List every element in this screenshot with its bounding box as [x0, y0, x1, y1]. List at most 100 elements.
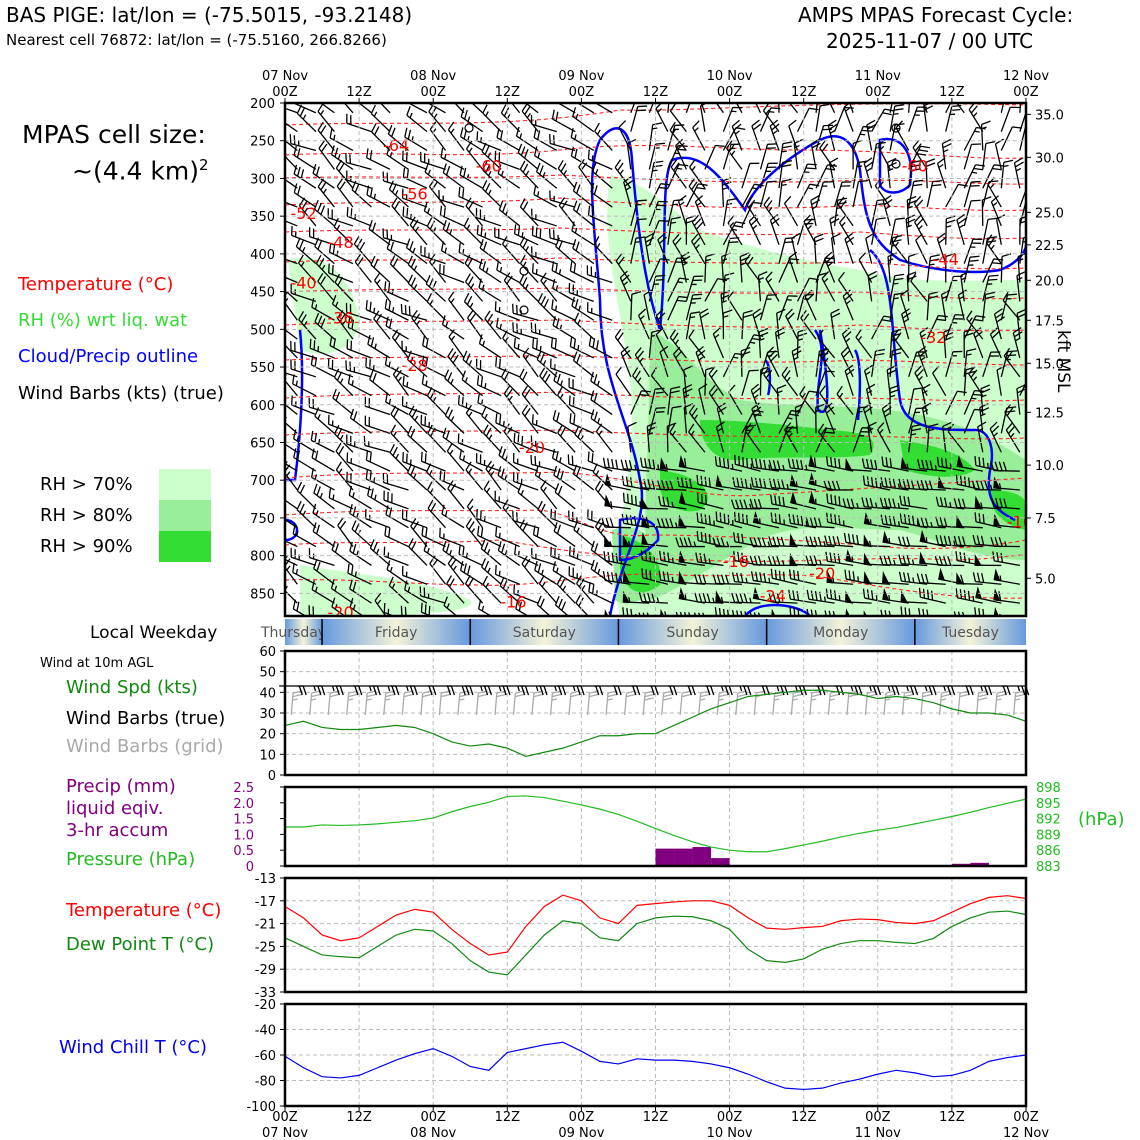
barb-staff — [677, 200, 687, 227]
wind-barb — [667, 405, 682, 434]
barb-full — [388, 576, 394, 586]
barb-full — [552, 316, 556, 326]
wind-barb — [347, 563, 372, 585]
barb-full — [792, 693, 803, 698]
barb-full — [334, 273, 341, 283]
barb-staff — [570, 345, 595, 359]
barb-half — [446, 603, 450, 609]
barb-staff — [552, 287, 576, 302]
barb-full — [353, 411, 358, 421]
barb-full — [574, 312, 580, 322]
barb-full — [316, 486, 321, 496]
barb-full — [590, 371, 594, 382]
barb-staff — [648, 183, 662, 208]
barb-full — [370, 187, 373, 197]
wind-barb — [443, 596, 458, 616]
barb-half — [596, 242, 601, 249]
barb-half — [388, 361, 391, 367]
barb-full — [969, 259, 979, 262]
barb-full — [320, 205, 326, 215]
y-tick-label: 30 — [259, 707, 276, 722]
barb-full — [406, 106, 411, 116]
barb-full — [403, 693, 414, 698]
barb-full — [297, 185, 301, 196]
barb-full — [533, 693, 543, 698]
barb-staff — [531, 123, 557, 133]
barb-full — [557, 485, 563, 496]
wind-barb — [864, 690, 877, 716]
barb-full — [580, 162, 588, 171]
barb-full — [721, 294, 731, 300]
barb-full — [328, 488, 332, 499]
wind-barb — [440, 147, 465, 170]
barb-full — [574, 298, 579, 309]
barb-full — [535, 339, 538, 350]
barb-full — [727, 514, 730, 525]
barb-staff — [495, 159, 520, 170]
barb-full — [661, 518, 666, 528]
barb-staff — [642, 559, 668, 567]
barb-full — [592, 338, 596, 348]
barb-staff — [482, 169, 502, 189]
barb-full — [498, 200, 504, 210]
barb-full — [336, 85, 341, 93]
barb-staff — [428, 186, 447, 208]
wind-barb — [479, 238, 502, 265]
barb-full — [317, 240, 323, 250]
barb-full — [522, 347, 530, 357]
barb-full — [276, 485, 279, 494]
barb-half — [450, 335, 456, 341]
barb-full — [331, 597, 336, 607]
barb-staff — [369, 547, 391, 566]
barb-staff — [429, 563, 447, 585]
barb-staff — [388, 188, 409, 208]
barb-half — [281, 271, 282, 276]
barb-half — [610, 501, 613, 507]
barb-staff — [685, 276, 695, 302]
barb-staff — [317, 280, 335, 302]
barb-full — [279, 576, 283, 584]
barb-full — [571, 221, 575, 231]
barb-staff — [347, 326, 372, 340]
wind-barb — [551, 299, 576, 321]
barb-full — [394, 332, 401, 342]
barb-half — [315, 510, 319, 516]
barb-staff — [590, 417, 613, 434]
barb-half — [888, 594, 891, 601]
barb-full — [410, 258, 416, 268]
barb-half — [563, 170, 568, 176]
barb-full — [728, 143, 736, 153]
wind-barb — [477, 525, 502, 548]
barb-full — [977, 697, 988, 701]
barb-staff — [691, 221, 706, 246]
barb-full — [558, 240, 564, 250]
barb-full — [336, 310, 344, 319]
barb-full — [338, 446, 345, 455]
wind-barb — [614, 159, 632, 189]
barb-full — [293, 145, 297, 156]
wind-barb — [447, 555, 465, 585]
barb-full — [390, 241, 395, 252]
barb-staff — [540, 487, 558, 510]
barb-full — [540, 480, 547, 489]
barb-staff — [533, 137, 558, 152]
barb-full — [553, 522, 558, 532]
barb-full — [597, 521, 604, 531]
barb-full — [459, 165, 463, 176]
wind-barb — [484, 310, 502, 340]
wind-barb — [809, 690, 822, 716]
wind-barb — [602, 457, 631, 472]
wind-barb — [532, 525, 557, 548]
wind-barb — [331, 540, 354, 566]
barb-staff — [590, 191, 613, 208]
barb-full — [442, 427, 447, 438]
wind-barb — [510, 103, 521, 114]
barb-half — [838, 595, 841, 601]
wind-barb — [280, 321, 298, 340]
barb-full — [313, 559, 318, 569]
barb-half — [319, 492, 323, 499]
barb-half — [280, 321, 282, 326]
cross-section-area: -64-60-56-52-48-40-36-28-20-16-20-24-16-… — [276, 85, 1026, 616]
barb-half — [429, 299, 434, 306]
